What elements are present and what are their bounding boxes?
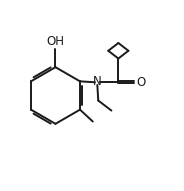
Text: O: O: [136, 76, 146, 89]
Text: N: N: [93, 75, 102, 88]
Text: OH: OH: [47, 35, 64, 48]
